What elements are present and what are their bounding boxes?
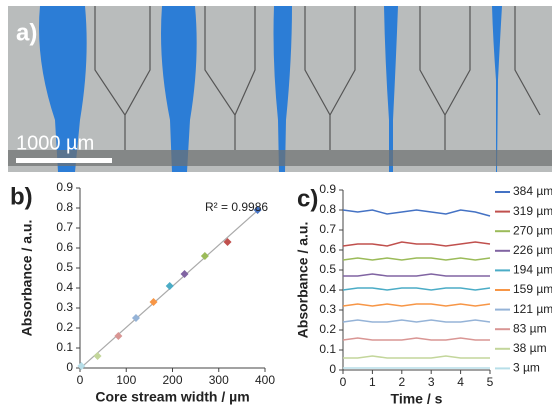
scale-bar-label: 1000 µm xyxy=(16,132,94,154)
core-stream xyxy=(273,6,292,172)
channels xyxy=(94,6,541,150)
legend-label: 270 µm xyxy=(513,223,552,237)
point xyxy=(165,282,174,290)
x-axis-label: Time / s xyxy=(391,391,443,407)
y-tick-label: 0.1 xyxy=(56,340,73,354)
legend-label: 38 µm xyxy=(513,341,547,355)
x-tick-label: 2 xyxy=(398,375,405,389)
point xyxy=(114,332,123,340)
detection-strip xyxy=(8,150,552,166)
y-tick-label: 0.3 xyxy=(319,302,336,316)
y-tick-label: 0.2 xyxy=(319,322,336,336)
y-tick-label: 0.4 xyxy=(319,282,336,296)
legend-label: 83 µm xyxy=(513,321,547,335)
y-tick-label: 0.5 xyxy=(56,260,73,274)
point xyxy=(223,238,232,246)
series-line xyxy=(342,209,491,217)
x-tick-label: 3 xyxy=(428,375,435,389)
x-tick-label: 200 xyxy=(162,373,182,387)
point xyxy=(253,206,262,214)
scale-bar xyxy=(16,158,112,163)
y-tick-label: 0.1 xyxy=(319,342,336,356)
y-tick-label: 0.7 xyxy=(319,222,336,236)
x-tick-label: 0 xyxy=(77,373,84,387)
y-tick-label: 0.2 xyxy=(56,320,73,334)
series-line xyxy=(342,257,491,261)
point xyxy=(93,352,102,360)
y-tick-label: 0.8 xyxy=(56,200,73,214)
y-tick-label: 0.8 xyxy=(319,202,336,216)
point xyxy=(200,252,209,260)
legend-label: 121 µm xyxy=(513,302,552,316)
point xyxy=(131,314,140,322)
panel-label: b) xyxy=(10,183,33,210)
legend-label: 159 µm xyxy=(513,282,552,296)
y-axis-label: Absorbance / a.u. xyxy=(295,222,311,339)
core-stream xyxy=(161,6,197,172)
x-tick-label: 0 xyxy=(340,375,347,389)
y-tick-label: 0.7 xyxy=(56,220,73,234)
y-tick-label: 0.6 xyxy=(56,240,73,254)
panel-label: a) xyxy=(16,19,37,46)
legend-label: 384 µm xyxy=(513,184,552,198)
x-tick-label: 300 xyxy=(209,373,229,387)
legend-label: 226 µm xyxy=(513,243,552,257)
series-line xyxy=(342,319,491,323)
x-tick-label: 100 xyxy=(116,373,136,387)
legend-label: 319 µm xyxy=(513,204,552,218)
x-tick-label: 1 xyxy=(369,375,376,389)
panel-label: c) xyxy=(297,185,318,212)
point xyxy=(149,298,158,306)
x-axis-label: Core stream width / µm xyxy=(95,389,249,405)
x-tick-label: 5 xyxy=(487,375,494,389)
core-stream xyxy=(492,6,502,172)
y-tick-label: 0.6 xyxy=(319,242,336,256)
legend-label: 194 µm xyxy=(513,263,552,277)
point xyxy=(77,362,86,370)
y-tick-label: 0.4 xyxy=(56,280,73,294)
x-tick-label: 4 xyxy=(457,375,464,389)
series-line xyxy=(342,287,491,291)
core-stream xyxy=(39,6,87,172)
series-line xyxy=(343,273,490,277)
series-line xyxy=(342,303,491,307)
series-line xyxy=(343,355,490,359)
y-axis-label: Absorbance / a.u. xyxy=(19,220,35,337)
point xyxy=(180,270,189,278)
x-tick-label: 400 xyxy=(255,373,275,387)
y-tick-label: 0.5 xyxy=(319,262,336,276)
y-tick-label: 0.3 xyxy=(56,300,73,314)
panel-a: a) 1000 µm xyxy=(8,6,552,172)
y-tick-label: 0 xyxy=(66,360,73,374)
legend-label: 3 µm xyxy=(513,361,540,375)
y-tick-label: 0 xyxy=(329,362,336,376)
y-tick-label: 0.9 xyxy=(56,180,73,194)
y-tick-label: 0.9 xyxy=(319,182,336,196)
r-squared: R² = 0.9986 xyxy=(205,200,268,214)
series-line xyxy=(342,337,490,341)
core-stream xyxy=(384,6,398,172)
series-line xyxy=(342,241,491,247)
